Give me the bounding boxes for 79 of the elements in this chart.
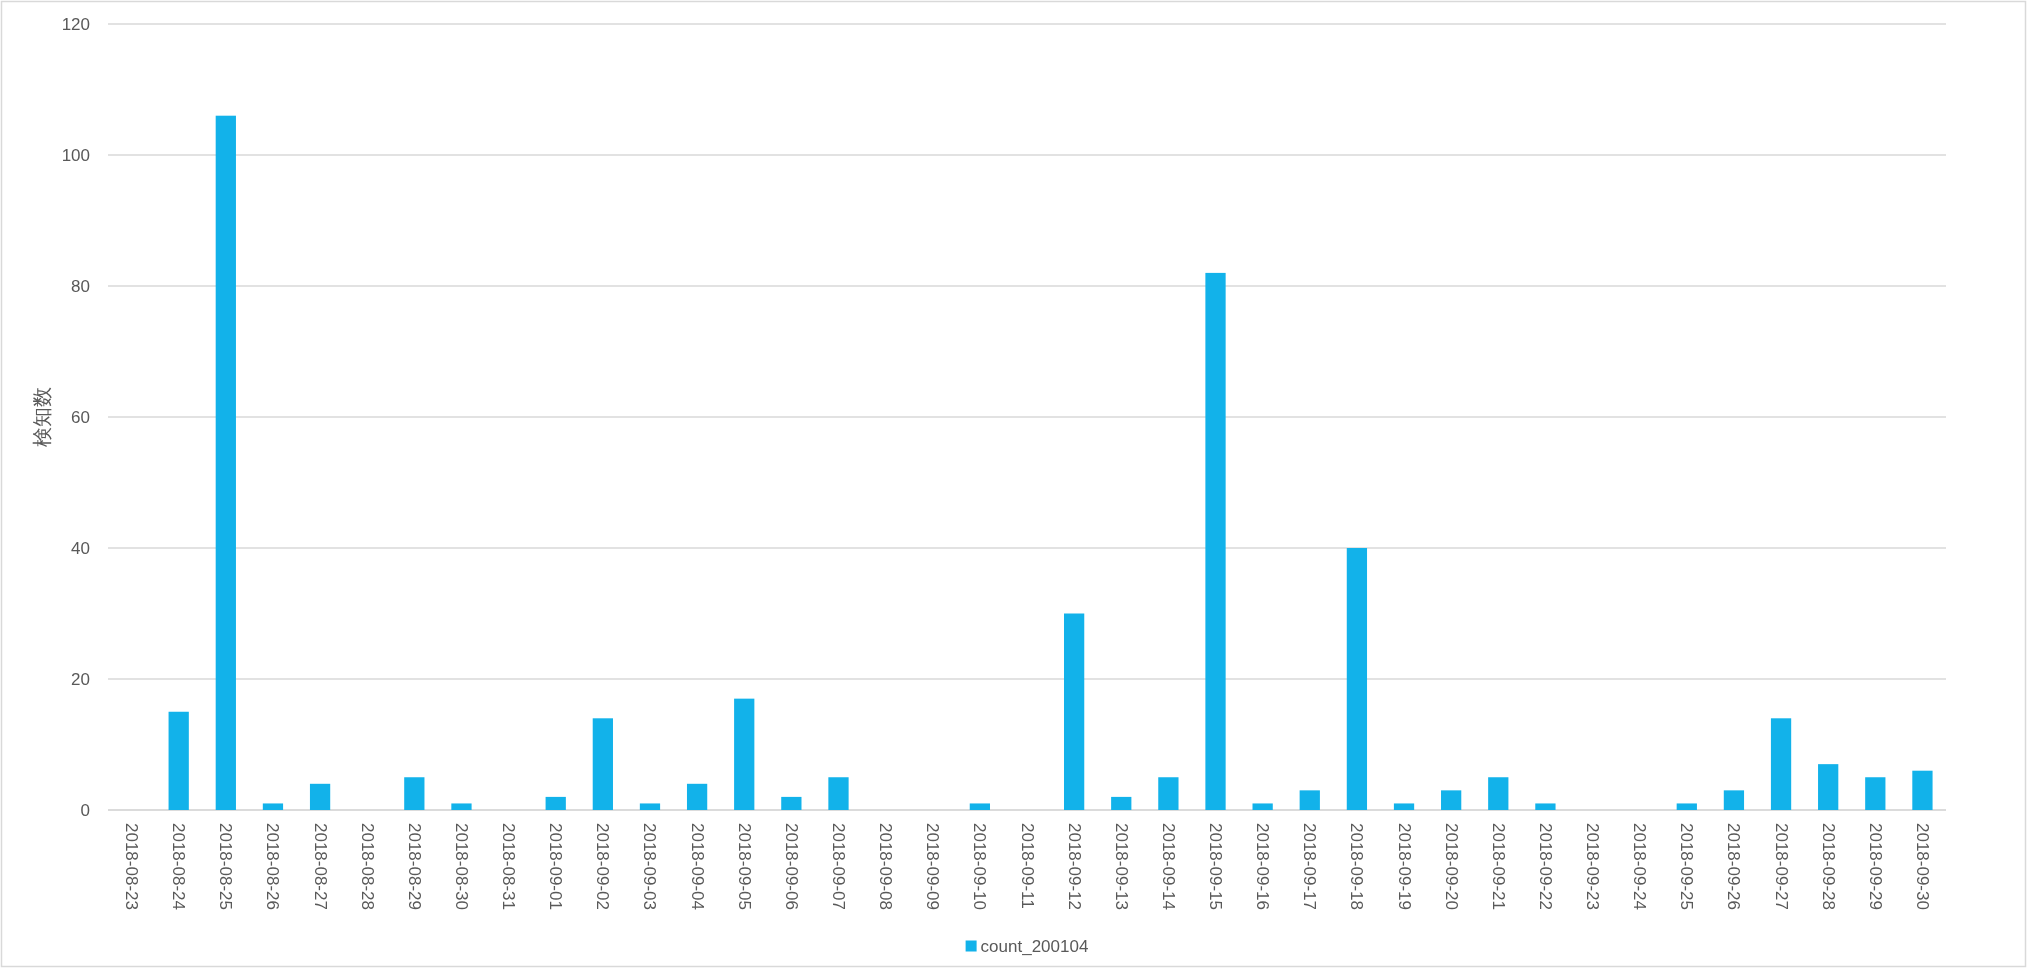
bar	[1441, 790, 1462, 810]
bar	[545, 796, 566, 810]
x-tick-label: 2018-09-19	[1394, 823, 1414, 910]
x-tick-label: 2018-09-12	[1064, 823, 1084, 910]
bar	[451, 803, 472, 810]
x-tick-label: 2018-09-07	[828, 823, 848, 910]
y-tick-label: 40	[71, 538, 90, 558]
x-tick-label: 2018-09-14	[1158, 823, 1178, 910]
bar	[1865, 777, 1886, 810]
bar	[1205, 272, 1226, 810]
x-tick-label: 2018-09-23	[1583, 823, 1603, 910]
bar	[1770, 718, 1792, 810]
x-tick-label: 2018-08-25	[216, 823, 236, 910]
x-tick-label: 2018-09-06	[781, 823, 801, 910]
x-tick-label: 2018-09-03	[640, 823, 660, 910]
bar	[1676, 803, 1697, 810]
x-tick-label: 2018-08-30	[451, 823, 471, 910]
bar	[1346, 548, 1368, 810]
x-tick-label: 2018-09-05	[734, 823, 754, 910]
bar	[1064, 613, 1085, 810]
bar	[969, 803, 990, 810]
x-tick-label: 2018-09-09	[923, 823, 943, 910]
bar	[168, 711, 189, 810]
x-tick-label: 2018-09-27	[1771, 823, 1791, 910]
x-tick-label: 2018-09-30	[1912, 823, 1932, 910]
y-tick-label: 0	[80, 800, 90, 820]
x-tick-label: 2018-09-11	[1017, 823, 1037, 909]
bar	[215, 115, 236, 810]
bar	[781, 796, 802, 810]
y-tick-label: 120	[61, 14, 90, 34]
x-tick-label: 2018-08-28	[357, 823, 377, 910]
bar	[1158, 777, 1179, 810]
x-tick-label: 2018-09-26	[1724, 823, 1744, 910]
y-tick-label: 20	[71, 669, 90, 689]
bar	[1818, 764, 1839, 810]
bar	[592, 718, 613, 810]
x-tick-label: 2018-09-04	[687, 823, 707, 910]
x-tick-label: 2018-09-16	[1253, 823, 1273, 910]
x-tick-label: 2018-09-21	[1488, 823, 1508, 910]
x-tick-label: 2018-09-10	[970, 823, 990, 910]
y-tick-label: 100	[61, 145, 90, 165]
x-tick-label: 2018-08-23	[122, 823, 142, 910]
bar	[309, 783, 331, 810]
x-tick-label: 2018-08-24	[169, 823, 189, 910]
legend-label: count_200104	[980, 936, 1089, 956]
y-axis-title: 検知数	[31, 387, 53, 447]
bar	[1111, 796, 1132, 810]
bar	[404, 777, 425, 810]
x-tick-label: 2018-09-01	[546, 823, 566, 910]
x-tick-label: 2018-08-29	[404, 823, 424, 910]
x-tick-label: 2018-09-08	[876, 823, 896, 910]
x-tick-label: 2018-09-28	[1818, 823, 1838, 910]
y-tick-label: 80	[71, 276, 90, 296]
x-tick-label: 2018-09-13	[1111, 823, 1131, 910]
x-tick-label: 2018-09-29	[1865, 823, 1885, 910]
x-tick-label: 2018-09-02	[593, 823, 613, 910]
bar	[828, 777, 849, 810]
bar	[262, 803, 284, 810]
x-tick-label: 2018-08-27	[310, 823, 330, 910]
bar	[734, 698, 755, 810]
x-tick-label: 2018-09-15	[1206, 823, 1226, 910]
x-tick-label: 2018-09-25	[1677, 823, 1697, 910]
x-tick-label: 2018-08-31	[499, 823, 519, 910]
bar	[1912, 770, 1933, 810]
y-tick-label: 60	[71, 407, 90, 427]
x-tick-label: 2018-09-17	[1300, 823, 1320, 910]
x-tick-label: 2018-09-24	[1630, 823, 1650, 910]
bar	[1535, 803, 1556, 810]
bar	[1299, 790, 1320, 810]
bar	[1252, 803, 1273, 810]
bar	[1488, 777, 1509, 810]
bar	[639, 803, 661, 810]
bar	[1393, 803, 1415, 810]
x-tick-label: 2018-09-22	[1535, 823, 1555, 910]
bar	[686, 783, 708, 810]
x-tick-label: 2018-08-26	[263, 823, 283, 910]
bar	[1723, 790, 1745, 810]
x-tick-label: 2018-09-18	[1347, 823, 1367, 910]
x-tick-label: 2018-09-20	[1441, 823, 1461, 910]
